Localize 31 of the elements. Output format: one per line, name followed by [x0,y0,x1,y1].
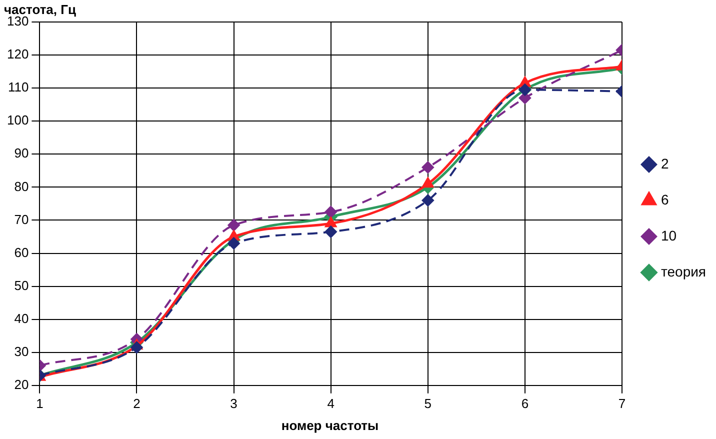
y-tick-label: 100 [6,112,29,128]
point [228,237,240,250]
y-tick-label: 110 [8,80,29,95]
point [228,219,240,232]
x-tick-label: 1 [36,396,44,411]
y-tick-label: 60 [14,244,29,260]
x-axis-title: номер частоты [280,418,380,433]
y-tick-label: 90 [14,146,29,161]
x-tick-label: 7 [618,396,626,411]
point [324,206,337,218]
x-tick-label: 5 [424,396,432,411]
legend-label: 2 [660,155,669,172]
legend-label: 6 [660,191,669,208]
point [324,226,337,238]
y-tick-label: 50 [14,278,29,293]
y-tick-label: 80 [14,178,29,194]
legend-label: теория [660,263,706,280]
x-tick-label: 2 [133,396,140,411]
point [422,161,434,174]
x-tick-label: 6 [521,396,529,411]
x-tick-label: 4 [327,396,334,411]
legend-label: 10 [660,227,677,244]
point [422,178,434,188]
y-tick-label: 120 [6,46,29,62]
y-tick-label: 30 [14,344,29,359]
point [325,217,336,228]
x-tick-label: 3 [230,396,238,411]
point [422,194,434,206]
y-tick-label: 40 [14,310,29,326]
y-tick-label: 70 [14,212,29,227]
y-tick-label: 20 [14,376,29,392]
